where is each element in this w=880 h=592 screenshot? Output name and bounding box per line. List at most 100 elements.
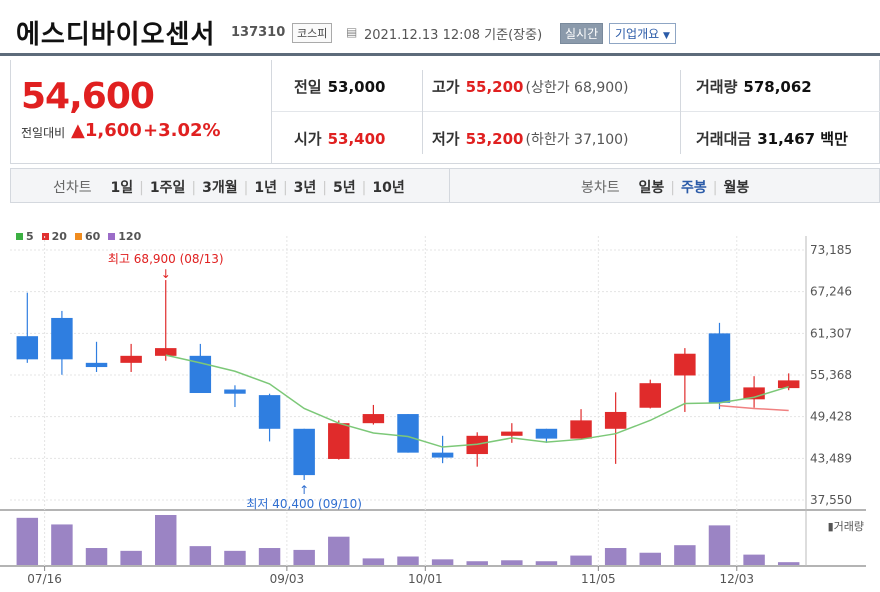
volume-bar <box>189 546 212 565</box>
candle-body <box>328 423 350 459</box>
volume-bar <box>85 548 108 565</box>
ma20-line <box>719 404 789 412</box>
period-separator: | <box>243 180 249 196</box>
current-price: 54,600 <box>21 76 155 117</box>
realtime-button[interactable]: 실시간 <box>560 23 604 44</box>
legend-swatch <box>41 233 49 240</box>
legend-swatch <box>108 233 116 240</box>
line-period-5[interactable]: 5년 <box>333 180 356 196</box>
candle-body <box>362 414 385 424</box>
candle-body <box>535 428 558 439</box>
line-period-4[interactable]: 3년 <box>293 180 317 196</box>
volume-cell: 거래량 578,062 <box>696 76 812 97</box>
line-chart-label: 선차트 <box>53 180 92 196</box>
period-separator: | <box>191 180 197 196</box>
volume-bar <box>120 550 142 565</box>
candle-body <box>674 353 696 376</box>
legend-item-60[interactable]: 60 <box>74 230 100 243</box>
stock-header: 에스디바이오센서 137310 코스피 ▤ 2021.12.13 12:08 기… <box>0 0 880 56</box>
current-price-panel: 54,600 전일대비 ▲1,600 +3.02% <box>11 60 272 163</box>
stock-code: 137310 <box>231 25 286 40</box>
volume-bar <box>466 561 488 565</box>
volume-bar <box>570 555 592 565</box>
prev-close-value: 53,000 <box>327 78 386 96</box>
line-period-6[interactable]: 10년 <box>372 180 405 196</box>
y-tick-label: 49,428 <box>810 410 852 424</box>
high-value: 55,200 <box>465 78 524 96</box>
x-tick-label: 07/16 <box>27 572 62 586</box>
column-divider <box>680 70 681 154</box>
volume-bar <box>293 549 315 565</box>
open-value: 53,400 <box>327 130 386 148</box>
amount-label: 거래대금 <box>696 130 752 148</box>
volume-label: 거래량 <box>696 78 738 96</box>
min-price-label: 최저 40,400 (09/10) <box>246 497 362 511</box>
volume-bar <box>674 545 696 565</box>
legend-item-5[interactable]: 5 <box>16 230 34 243</box>
y-tick-label: 67,246 <box>810 285 852 299</box>
line-period-1[interactable]: 1주일 <box>149 180 186 196</box>
corp-info-dropdown[interactable]: 기업개요 ▼ <box>609 23 676 44</box>
x-tick-label: 10/01 <box>408 572 443 586</box>
volume-bars: ▮거래량 <box>16 515 864 565</box>
amount-cell: 거래대금 31,467 백만 <box>696 128 848 149</box>
line-period-2[interactable]: 3개월 <box>202 180 238 196</box>
period-separator: | <box>361 180 367 196</box>
candle-body <box>397 414 419 453</box>
volume-bar <box>328 536 350 565</box>
candle-period-0[interactable]: 일봉 <box>638 180 665 196</box>
low-value: 53,200 <box>465 130 524 148</box>
low-label: 저가 <box>432 130 460 148</box>
y-axis-labels: 73,185 67,246 61,307 55,368 49,428 43,489 37,5… <box>810 243 852 507</box>
y-tick-label: 73,185 <box>810 243 852 257</box>
calendar-icon: ▤ <box>346 25 358 39</box>
volume-bar <box>501 560 523 565</box>
candle-period-2[interactable]: 월봉 <box>723 180 750 196</box>
legend-item-120[interactable]: 120 <box>108 230 141 243</box>
y-tick-label: 37,550 <box>810 493 852 507</box>
line-period-3[interactable]: 1년 <box>254 180 277 196</box>
candle-body <box>155 348 177 356</box>
candle-body <box>777 380 800 389</box>
candle-body <box>501 431 523 436</box>
arrow-up-icon: ↑ <box>299 483 309 497</box>
change-label: 전일대비 <box>21 126 66 140</box>
chart-legend: 5 20 60 120 <box>16 230 149 243</box>
low-cell: 저가 53,200 (하한가 37,100) <box>432 128 629 149</box>
candle-body <box>639 383 661 408</box>
market-badge: 코스피 <box>292 23 333 43</box>
volume-bar <box>777 562 800 565</box>
x-tick-label: 12/03 <box>719 572 754 586</box>
line-period-0[interactable]: 1일 <box>110 180 134 196</box>
x-axis-labels: 07/16 09/03 10/01 11/05 12/03 <box>27 572 754 586</box>
stock-name: 에스디바이오센서 <box>16 20 216 50</box>
chevron-down-icon: ▼ <box>663 31 670 41</box>
upper-limit: (상한가 68,900) <box>525 80 629 96</box>
legend-item-20[interactable]: 20 <box>41 230 67 243</box>
period-separator: | <box>712 180 718 196</box>
volume-bar <box>362 558 385 565</box>
candle-body <box>224 389 246 394</box>
lower-limit: (하한가 37,100) <box>525 132 629 148</box>
candle-period-1[interactable]: 주봉 <box>681 180 707 196</box>
volume-bar <box>708 525 731 565</box>
candle-body <box>743 387 765 400</box>
candle-body <box>189 355 212 394</box>
high-cell: 고가 55,200 (상한가 68,900) <box>432 76 629 97</box>
volume-bar <box>604 548 627 565</box>
candle-body <box>604 411 627 429</box>
volume-axis-label: ▮거래량 <box>828 520 864 533</box>
period-separator: | <box>322 180 328 196</box>
candle-body <box>120 355 142 363</box>
price-change-percent: +3.02% <box>143 120 221 141</box>
candle-body <box>431 452 454 458</box>
period-separator: | <box>139 180 144 196</box>
row-divider <box>272 111 880 112</box>
volume-bar <box>397 556 419 565</box>
prev-close-label: 전일 <box>294 78 322 96</box>
period-separator: | <box>282 180 288 196</box>
legend-swatch <box>74 233 82 240</box>
arrow-down-icon: ↓ <box>161 267 171 281</box>
candle-body <box>85 362 108 368</box>
